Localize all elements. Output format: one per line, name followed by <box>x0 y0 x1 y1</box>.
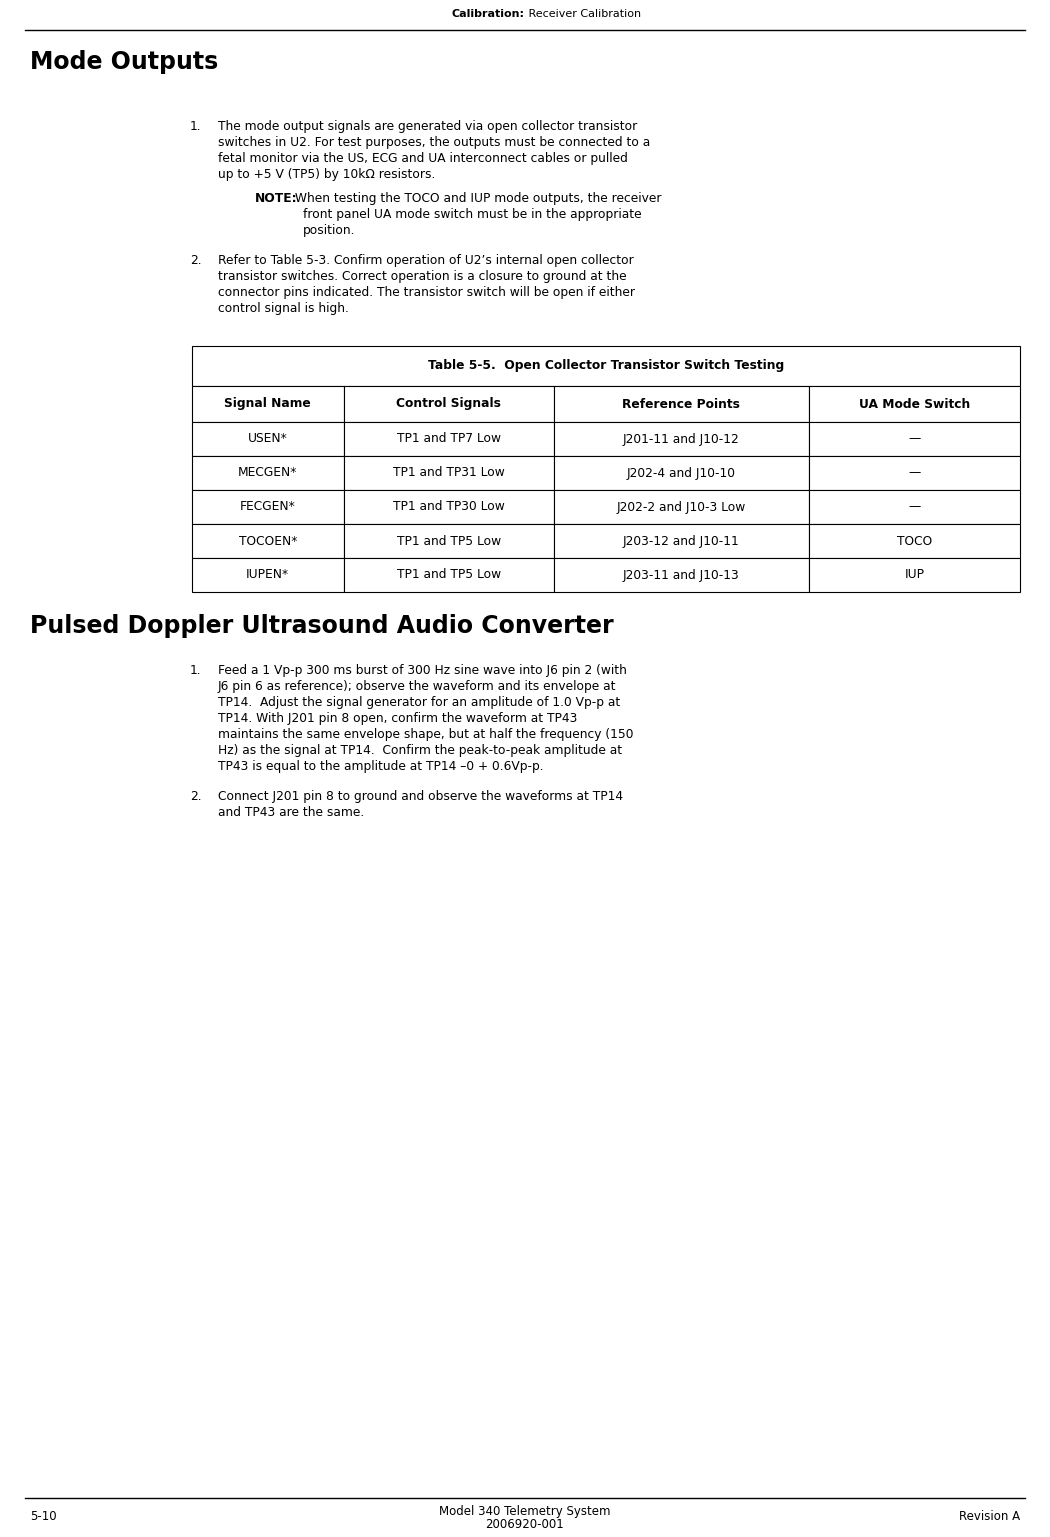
Text: TP1 and TP5 Low: TP1 and TP5 Low <box>397 569 501 581</box>
Text: front panel UA mode switch must be in the appropriate: front panel UA mode switch must be in th… <box>303 207 642 221</box>
Text: 2006920-001: 2006920-001 <box>485 1519 565 1531</box>
Bar <box>343 524 553 558</box>
Text: FECGEN*: FECGEN* <box>239 501 296 513</box>
Text: fetal monitor via the US, ECG and UA interconnect cables or pulled: fetal monitor via the US, ECG and UA int… <box>218 152 628 164</box>
Text: TP43 is equal to the amplitude at TP14 –0 + 0.6Vp-p.: TP43 is equal to the amplitude at TP14 –… <box>218 759 544 773</box>
Bar <box>553 386 808 423</box>
Text: J202-2 and J10-3 Low: J202-2 and J10-3 Low <box>616 501 745 513</box>
Text: When testing the TOCO and IUP mode outputs, the receiver: When testing the TOCO and IUP mode outpu… <box>291 192 662 204</box>
Text: switches in U2. For test purposes, the outputs must be connected to a: switches in U2. For test purposes, the o… <box>218 135 650 149</box>
Bar <box>553 423 808 456</box>
Text: TP1 and TP5 Low: TP1 and TP5 Low <box>397 535 501 547</box>
Text: transistor switches. Correct operation is a closure to ground at the: transistor switches. Correct operation i… <box>218 271 627 283</box>
Text: J203-11 and J10-13: J203-11 and J10-13 <box>623 569 739 581</box>
Text: J201-11 and J10-12: J201-11 and J10-12 <box>623 432 739 446</box>
Text: NOTE:: NOTE: <box>255 192 297 204</box>
Text: Signal Name: Signal Name <box>225 398 311 410</box>
Text: TP1 and TP7 Low: TP1 and TP7 Low <box>397 432 501 446</box>
Text: TOCOEN*: TOCOEN* <box>238 535 297 547</box>
Text: Revision A: Revision A <box>959 1509 1020 1523</box>
Text: —: — <box>908 467 921 480</box>
Bar <box>343 386 553 423</box>
Text: J6 pin 6 as reference); observe the waveform and its envelope at: J6 pin 6 as reference); observe the wave… <box>218 679 616 693</box>
Text: TP1 and TP30 Low: TP1 and TP30 Low <box>393 501 505 513</box>
Text: Pulsed Doppler Ultrasound Audio Converter: Pulsed Doppler Ultrasound Audio Converte… <box>30 613 613 638</box>
Bar <box>808 524 1020 558</box>
Text: MECGEN*: MECGEN* <box>238 467 297 480</box>
Text: J203-12 and J10-11: J203-12 and J10-11 <box>623 535 739 547</box>
Text: 2.: 2. <box>190 254 202 267</box>
Bar <box>343 558 553 592</box>
Text: TP14. With J201 pin 8 open, confirm the waveform at TP43: TP14. With J201 pin 8 open, confirm the … <box>218 712 578 725</box>
Text: TP14.  Adjust the signal generator for an amplitude of 1.0 Vp-p at: TP14. Adjust the signal generator for an… <box>218 696 621 709</box>
Text: 1.: 1. <box>190 120 202 134</box>
Bar <box>343 423 553 456</box>
Text: Calibration:: Calibration: <box>452 9 525 18</box>
Text: IUPEN*: IUPEN* <box>246 569 290 581</box>
Text: UA Mode Switch: UA Mode Switch <box>859 398 970 410</box>
Bar <box>192 456 343 490</box>
Bar <box>192 558 343 592</box>
Text: Refer to Table 5-3. Confirm operation of U2’s internal open collector: Refer to Table 5-3. Confirm operation of… <box>218 254 634 267</box>
Text: 5-10: 5-10 <box>30 1509 57 1523</box>
Bar <box>808 456 1020 490</box>
Bar <box>192 490 343 524</box>
Text: —: — <box>908 501 921 513</box>
Text: Control Signals: Control Signals <box>396 398 501 410</box>
Text: 2.: 2. <box>190 790 202 802</box>
Text: up to +5 V (TP5) by 10kΩ resistors.: up to +5 V (TP5) by 10kΩ resistors. <box>218 168 436 181</box>
Text: TOCO: TOCO <box>897 535 932 547</box>
Bar <box>343 456 553 490</box>
Bar <box>192 346 1020 386</box>
Text: maintains the same envelope shape, but at half the frequency (150: maintains the same envelope shape, but a… <box>218 729 633 741</box>
Bar <box>192 386 343 423</box>
Bar <box>808 558 1020 592</box>
Text: 1.: 1. <box>190 664 202 676</box>
Text: Reference Points: Reference Points <box>623 398 740 410</box>
Text: Feed a 1 Vp-p 300 ms burst of 300 Hz sine wave into J6 pin 2 (with: Feed a 1 Vp-p 300 ms burst of 300 Hz sin… <box>218 664 627 676</box>
Text: J202-4 and J10-10: J202-4 and J10-10 <box>627 467 736 480</box>
Text: IUP: IUP <box>904 569 924 581</box>
Text: USEN*: USEN* <box>248 432 288 446</box>
Text: connector pins indicated. The transistor switch will be open if either: connector pins indicated. The transistor… <box>218 286 635 300</box>
Bar <box>553 524 808 558</box>
Text: Model 340 Telemetry System: Model 340 Telemetry System <box>439 1505 611 1517</box>
Text: Hz) as the signal at TP14.  Confirm the peak-to-peak amplitude at: Hz) as the signal at TP14. Confirm the p… <box>218 744 622 758</box>
Text: and TP43 are the same.: and TP43 are the same. <box>218 805 364 819</box>
Text: The mode output signals are generated via open collector transistor: The mode output signals are generated vi… <box>218 120 637 134</box>
Text: position.: position. <box>303 224 356 237</box>
Bar <box>192 423 343 456</box>
Text: Table 5-5.  Open Collector Transistor Switch Testing: Table 5-5. Open Collector Transistor Swi… <box>428 360 784 372</box>
Bar <box>553 490 808 524</box>
Text: TP1 and TP31 Low: TP1 and TP31 Low <box>393 467 505 480</box>
Text: Connect J201 pin 8 to ground and observe the waveforms at TP14: Connect J201 pin 8 to ground and observe… <box>218 790 623 802</box>
Text: —: — <box>908 432 921 446</box>
Text: Mode Outputs: Mode Outputs <box>30 51 218 74</box>
Text: Receiver Calibration: Receiver Calibration <box>525 9 642 18</box>
Bar <box>808 386 1020 423</box>
Bar <box>553 558 808 592</box>
Bar <box>808 490 1020 524</box>
Bar <box>192 524 343 558</box>
Text: control signal is high.: control signal is high. <box>218 301 349 315</box>
Bar <box>808 423 1020 456</box>
Bar <box>553 456 808 490</box>
Bar <box>343 490 553 524</box>
